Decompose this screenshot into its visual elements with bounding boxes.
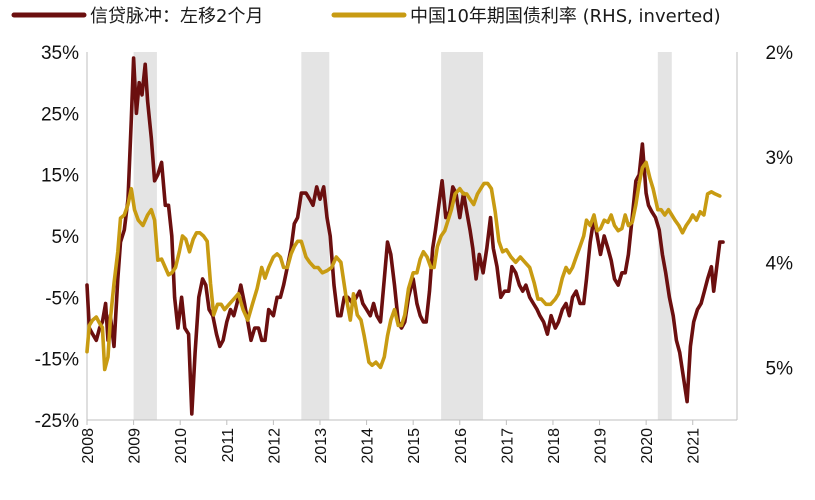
x-tick-label: 2018 <box>546 428 563 464</box>
shaded-period-2 <box>441 52 484 420</box>
legend-label-credit: 信贷脉冲：左移2个月 <box>90 6 263 27</box>
left-tick-label: -25% <box>35 411 79 432</box>
x-tick-label: 2013 <box>313 428 330 464</box>
axes <box>86 52 738 421</box>
x-tick-label: 2008 <box>80 428 97 464</box>
left-tick-label: 35% <box>41 43 79 64</box>
legend-item-bond: 中国10年期国债利率 (RHS, inverted) <box>331 6 721 27</box>
x-tick-label: 2019 <box>593 428 610 464</box>
right-tick-label: 3% <box>766 148 794 169</box>
left-tick-label: 5% <box>52 227 80 248</box>
series-line-bond <box>85 160 722 372</box>
x-tick-label: 2021 <box>686 428 703 464</box>
legend-label-bond: 中国10年期国债利率 (RHS, inverted) <box>410 6 721 27</box>
left-tick-label: -15% <box>35 350 79 371</box>
x-tick-label: 2011 <box>220 428 237 463</box>
shaded-periods <box>133 52 672 420</box>
x-tick-label: 2017 <box>499 428 516 464</box>
shaded-period-1 <box>301 52 330 420</box>
left-tick-label: -5% <box>45 288 79 309</box>
x-tick-label: 2010 <box>173 428 190 464</box>
left-tick-label: 25% <box>41 104 79 125</box>
legend-item-credit: 信贷脉冲：左移2个月 <box>11 6 263 27</box>
tick-labels: 35% 25% 15% 5% -5% -15% -25% 2% 3% 4% 5% 2008 2009 20… <box>35 43 793 464</box>
right-tick-label: 4% <box>766 253 794 274</box>
series <box>85 56 725 416</box>
right-tick-label: 2% <box>766 43 794 64</box>
x-tick-label: 2009 <box>127 428 144 464</box>
x-tick-label: 2014 <box>360 428 377 464</box>
shaded-period-3 <box>657 52 672 420</box>
x-tick-label: 2015 <box>406 428 423 464</box>
right-tick-label: 5% <box>766 358 794 379</box>
left-tick-label: 15% <box>41 166 79 187</box>
x-tick-label: 2016 <box>453 428 470 464</box>
x-tick-label: 2020 <box>639 428 656 464</box>
legend: 信贷脉冲：左移2个月 中国10年期国债利率 (RHS, inverted) <box>11 6 721 27</box>
x-tick-label: 2012 <box>266 428 283 464</box>
